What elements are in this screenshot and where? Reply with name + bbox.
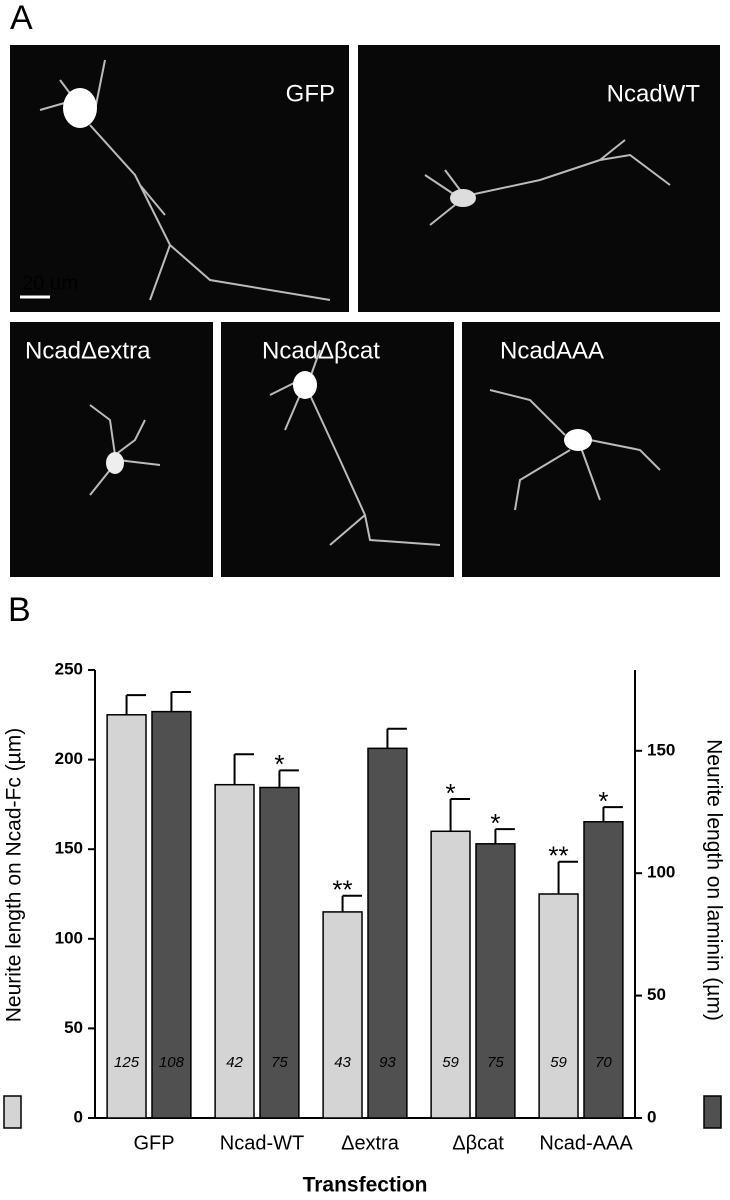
bar [259,786,300,1119]
n-label: 93 [379,1054,396,1071]
y2-tick-label: 150 [647,740,675,759]
y-tick-label: 150 [55,839,83,858]
y-tick-label: 100 [55,928,83,947]
bar [214,783,255,1119]
bar [430,830,471,1119]
significance: * [445,778,455,808]
y-tick-label: 200 [55,749,83,768]
n-label: 59 [442,1054,459,1071]
bar [538,893,579,1119]
y-tick-label: 250 [55,659,83,678]
micrograph-label: NcadΔβcat [262,337,380,364]
n-label: 108 [159,1054,185,1071]
y-tick-label: 0 [74,1107,83,1126]
y2-tick-label: 0 [647,1107,656,1126]
bar [106,714,147,1119]
n-label: 125 [114,1054,140,1071]
y-axis-title: Neurite length on Ncad-Fc (µm) [3,728,26,1023]
legend-swatch [703,1095,722,1129]
significance: * [274,749,284,779]
x-tick-label: Δβcat [452,1132,504,1154]
n-label: 42 [226,1054,243,1071]
micrograph-label: NcadWT [607,80,701,107]
scale-bar-label: 20 µm [22,272,78,294]
bar [151,710,192,1119]
y-tick-label: 50 [64,1018,83,1037]
x-tick-label: Δextra [341,1132,400,1154]
micrograph: NcadΔβcat [221,322,454,577]
micrograph: NcadAAA [462,322,720,577]
bar [322,911,363,1119]
n-label: 70 [595,1054,612,1071]
significance: * [490,808,500,838]
micrograph-label: NcadAAA [500,337,604,364]
significance: * [598,786,608,816]
micrograph: NcadΔextra [10,322,213,577]
n-label: 59 [550,1054,567,1071]
bar [583,821,624,1119]
y2-tick-label: 100 [647,863,675,882]
x-axis-title: Transfection [303,1174,428,1197]
y2-tick-label: 50 [647,985,666,1004]
x-tick-label: Ncad-WT [220,1132,304,1154]
micrograph: NcadWT [358,45,720,312]
legend-swatch [3,1095,22,1129]
n-label: 75 [487,1054,504,1071]
bar [367,747,408,1119]
micrograph-label: NcadΔextra [25,337,151,364]
x-tick-label: GFP [133,1132,174,1154]
significance: ** [332,875,352,905]
significance: ** [548,841,568,871]
bar [475,843,516,1119]
n-label: 75 [271,1054,288,1071]
micrograph-label: GFP [286,80,335,107]
panel-label: A [10,0,33,37]
y2-axis-title: Neurite length on laminin (µm) [702,739,725,1021]
micrograph: 20 µm GFP [10,45,349,312]
x-tick-label: Ncad-AAA [539,1132,633,1154]
panel-label: B [8,591,31,629]
n-label: 43 [334,1054,351,1071]
